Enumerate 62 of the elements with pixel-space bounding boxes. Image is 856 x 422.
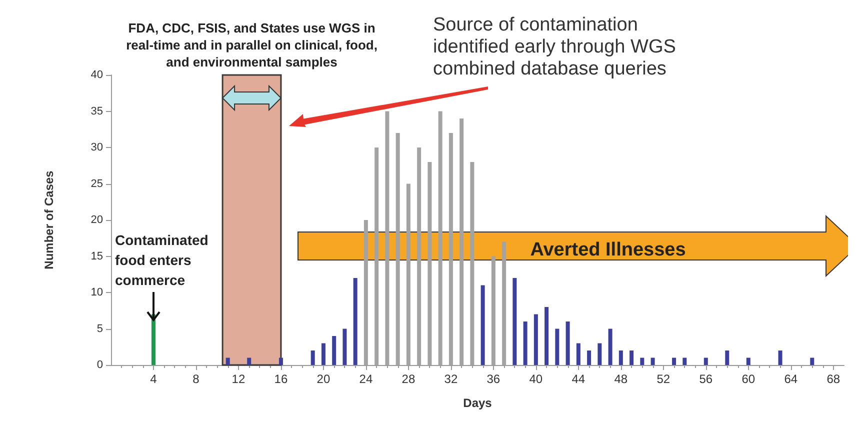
bar — [278, 358, 283, 365]
band-label: FDA, CDC, FSIS, and States use WGS in real-time and in parallel on clinical, food, and environmental samples — [126, 20, 378, 70]
x-tick-label: 64 — [784, 372, 798, 386]
bar — [725, 350, 730, 365]
x-tick-label: 52 — [656, 372, 670, 386]
y-tick-label: 35 — [90, 105, 103, 118]
bar — [332, 336, 336, 365]
bar — [512, 278, 517, 365]
bar — [672, 358, 676, 365]
x-tick-label: 8 — [192, 372, 200, 386]
y-tick-label: 30 — [90, 142, 103, 154]
annotation: Averted Illnesses — [530, 240, 686, 260]
y-tick-label: 40 — [90, 69, 103, 81]
y-tick-label: 15 — [90, 250, 103, 262]
x-tick-label: 32 — [444, 372, 458, 386]
bar — [544, 307, 549, 365]
x-tick-label: 56 — [699, 372, 713, 386]
annotation: Source of contamination identified early through WGS combined database queries — [433, 14, 676, 80]
x-tick-label: 68 — [826, 372, 840, 386]
y-tick-label: 5 — [96, 322, 103, 335]
bar — [534, 314, 538, 365]
x-axis-title: Days — [463, 396, 492, 410]
x-tick-label: 24 — [359, 372, 373, 386]
x-tick-label: 28 — [402, 372, 416, 386]
y-tick-label: 25 — [90, 178, 103, 190]
x-tick-label: 4 — [150, 372, 158, 386]
x-tick-label: 20 — [316, 372, 330, 386]
bar — [342, 328, 347, 365]
bar — [587, 350, 592, 365]
x-tick-label: 60 — [742, 372, 756, 386]
bar — [566, 322, 570, 365]
x-tick-label: 44 — [572, 372, 586, 386]
bar — [810, 358, 814, 365]
bar — [746, 358, 750, 365]
bar — [247, 358, 252, 365]
bar — [480, 285, 485, 365]
bar — [226, 358, 230, 365]
x-tick-label: 16 — [274, 372, 288, 386]
y-tick-label: 10 — [90, 286, 103, 298]
x-tick-label: 40 — [529, 372, 543, 386]
y-axis-title: Number of Cases — [42, 170, 56, 270]
bar — [353, 278, 358, 365]
x-tick-label: 36 — [486, 372, 500, 386]
x-tick-label: 48 — [614, 372, 628, 386]
bar — [640, 358, 644, 365]
bar — [650, 358, 655, 365]
bar — [704, 358, 708, 365]
bar — [576, 343, 580, 365]
bar — [778, 350, 782, 365]
bar — [555, 328, 560, 365]
annotation: Contaminated food enters commerce — [115, 232, 208, 288]
bar — [630, 350, 634, 365]
bar — [608, 328, 612, 365]
x-tick-label: 12 — [232, 372, 246, 386]
bar — [321, 343, 326, 365]
bar — [598, 343, 602, 365]
bar — [523, 322, 528, 365]
bar — [310, 350, 315, 365]
bar — [618, 350, 623, 365]
y-tick-label: 20 — [90, 214, 103, 226]
bar — [682, 358, 687, 365]
y-tick-label: 0 — [96, 359, 103, 371]
